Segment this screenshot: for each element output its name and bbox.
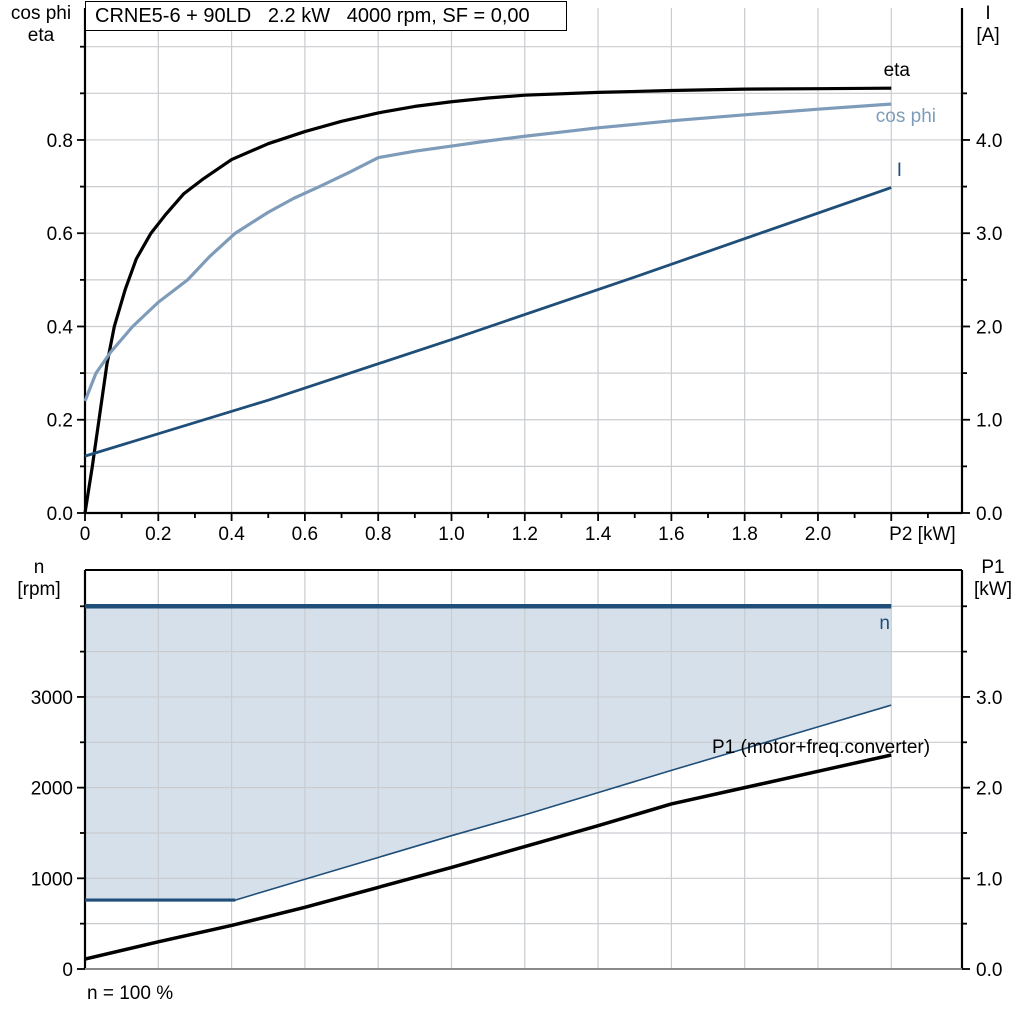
bottom-chart: 0 1000 2000 3000 0.0 1.0 2.0 3.0 <box>31 569 1002 981</box>
operating-range-region <box>85 606 892 901</box>
bottom-left-axis-title: n [rpm] <box>6 557 72 601</box>
series-cos-phi <box>83 102 892 402</box>
tick-label: 1.0 <box>976 869 1002 890</box>
axis-title-p1: P1 <box>981 557 1005 578</box>
tick-label: 0.8 <box>47 131 73 152</box>
tick-label: 0.4 <box>47 317 74 338</box>
tick-label: 0.0 <box>47 504 73 525</box>
series-n-min <box>85 704 892 901</box>
tick-label: 2.0 <box>976 317 1002 338</box>
tick-label: 1.6 <box>658 524 684 545</box>
tick-label: 1.0 <box>976 411 1002 432</box>
top-left-axis-title: cos phi eta <box>4 3 78 47</box>
curve-label-current: I <box>896 160 902 181</box>
top-right-axis-title: I [A] <box>962 3 1014 47</box>
bottom-right-axis-title: P1 [kW] <box>966 557 1020 601</box>
curve-label-p1: P1 (motor+freq.converter) <box>712 737 931 758</box>
note-n-100-percent: n = 100 % <box>87 983 174 1004</box>
axis-title-n: n <box>33 557 45 578</box>
tick-label: 2.0 <box>976 779 1002 800</box>
tick-label: 1.4 <box>585 524 612 545</box>
curve-label-n: n <box>879 613 890 634</box>
tick-label: 1.8 <box>731 524 757 545</box>
tick-label: 0.0 <box>976 504 1002 525</box>
series-p1 <box>84 753 892 961</box>
axis-title-cos-phi: cos phi <box>10 3 72 24</box>
axis-title-eta: eta <box>27 25 55 46</box>
tick-label: 0.0 <box>976 960 1002 981</box>
tick-label: 2.0 <box>805 524 831 545</box>
curve-label-eta: eta <box>883 60 910 81</box>
tick-label: 3000 <box>31 688 73 709</box>
tick-label: 0.8 <box>365 524 391 545</box>
axis-title-current: I <box>985 3 991 24</box>
tick-label: 3.0 <box>976 688 1002 709</box>
tick-label: 1.0 <box>438 524 464 545</box>
tick-label: 3.0 <box>976 224 1002 245</box>
tick-label: 0 <box>80 524 91 545</box>
tick-label: 4.0 <box>976 131 1002 152</box>
tick-label: 0.2 <box>145 524 171 545</box>
chart-title-box: CRNE5-6 + 90LD 2.2 kW 4000 rpm, SF = 0,0… <box>85 1 567 31</box>
tick-label: 0 <box>62 960 73 981</box>
axis-title-kw-unit: [kW] <box>974 579 1012 600</box>
tick-label: 1.2 <box>512 524 538 545</box>
curve-label-cos-phi: cos phi <box>875 106 936 127</box>
tick-label: P2 [kW] <box>889 524 956 545</box>
tick-label: 2000 <box>31 779 73 800</box>
tick-label: 1000 <box>31 869 73 890</box>
tick-label: 0.6 <box>47 224 73 245</box>
series-current <box>84 186 892 458</box>
top-chart: 0.0 0.2 0.4 0.6 0.8 0.0 1.0 2.0 3.0 4.0 0 0.2 0.4 0.6… <box>47 8 1002 545</box>
tick-label: 0.4 <box>218 524 245 545</box>
axis-title-rpm-unit: [rpm] <box>17 579 61 600</box>
axis-title-ampere-unit: [A] <box>976 25 1000 46</box>
tick-label: 0.6 <box>292 524 318 545</box>
series-eta <box>83 86 892 514</box>
tick-label: 0.2 <box>47 411 73 432</box>
